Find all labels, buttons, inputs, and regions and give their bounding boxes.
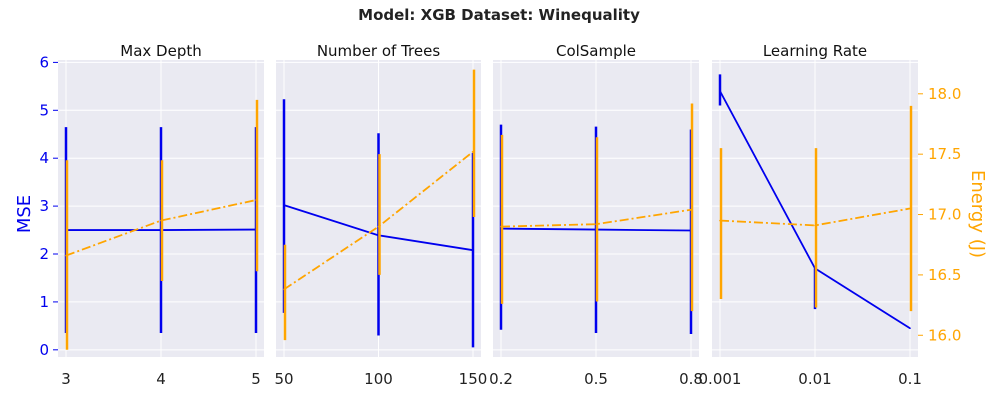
x-tick-label: 0.001 [699, 370, 742, 388]
right-tick-label: 17.5 [928, 145, 961, 163]
energy-point [909, 207, 911, 210]
subplot-title: Number of Trees [317, 42, 441, 60]
right-tick-label: 16.5 [928, 266, 961, 284]
energy-point [65, 254, 67, 257]
left-axis-label: MSE [14, 195, 35, 233]
subplot-title: Max Depth [120, 42, 201, 60]
mse-point [909, 327, 911, 330]
left-tick-label: 6 [39, 53, 49, 71]
energy-point [377, 225, 380, 228]
energy-point [255, 199, 257, 201]
subplot-title: ColSample [556, 42, 636, 60]
x-tick-label: 0.8 [679, 370, 703, 388]
left-tick-label: 1 [39, 293, 49, 311]
subplot-2: Number of Trees 50 100 150 [274, 42, 487, 388]
x-tick-label: 0.01 [798, 370, 831, 388]
energy-line [719, 207, 911, 227]
x-tick-label: 50 [274, 370, 293, 388]
left-tick-label: 0 [39, 341, 49, 359]
left-tick-label: 5 [39, 101, 49, 119]
left-tick-label: 2 [39, 245, 49, 263]
energy-point [500, 225, 502, 228]
energy-point [595, 223, 597, 225]
energy-point [160, 219, 162, 222]
left-tick-label: 4 [39, 149, 49, 167]
subplot-1: Max Depth 3 4 5 0 1 2 3 4 5 6 [39, 42, 264, 388]
energy-line [500, 208, 692, 228]
x-tick-label: 5 [251, 370, 261, 388]
right-tick-label: 17.0 [928, 206, 961, 224]
right-tick-label: 16.0 [928, 326, 961, 344]
energy-line [283, 151, 474, 291]
subplot-title: Learning Rate [763, 42, 867, 60]
mse-point [283, 204, 285, 206]
x-tick-label: 4 [156, 370, 166, 388]
mse-point [719, 90, 721, 92]
x-tick-label: 150 [459, 370, 488, 388]
right-tick-label: 18.0 [928, 85, 961, 103]
energy-point [719, 219, 721, 222]
x-tick-label: 3 [61, 370, 71, 388]
x-tick-label: 0.2 [489, 370, 513, 388]
x-tick-label: 0.5 [584, 370, 608, 388]
figure-title: Model: XGB Dataset: Winequality [358, 6, 640, 24]
energy-point [690, 208, 692, 211]
energy-point [283, 288, 285, 291]
x-tick-label: 0.1 [898, 370, 922, 388]
subplot-3: ColSample 0.2 0.5 0.8 [489, 42, 703, 388]
mse-point [472, 249, 474, 251]
x-tick-label: 100 [364, 370, 393, 388]
left-tick-label: 3 [39, 197, 49, 215]
energy-point [472, 150, 474, 153]
right-axis-label: Energy (J) [967, 170, 988, 258]
energy-line [65, 199, 257, 257]
energy-point [814, 224, 816, 227]
subplot-4: Learning Rate 0.001 0.01 0.1 16.0 16.5 17.0 17.… [699, 42, 962, 388]
